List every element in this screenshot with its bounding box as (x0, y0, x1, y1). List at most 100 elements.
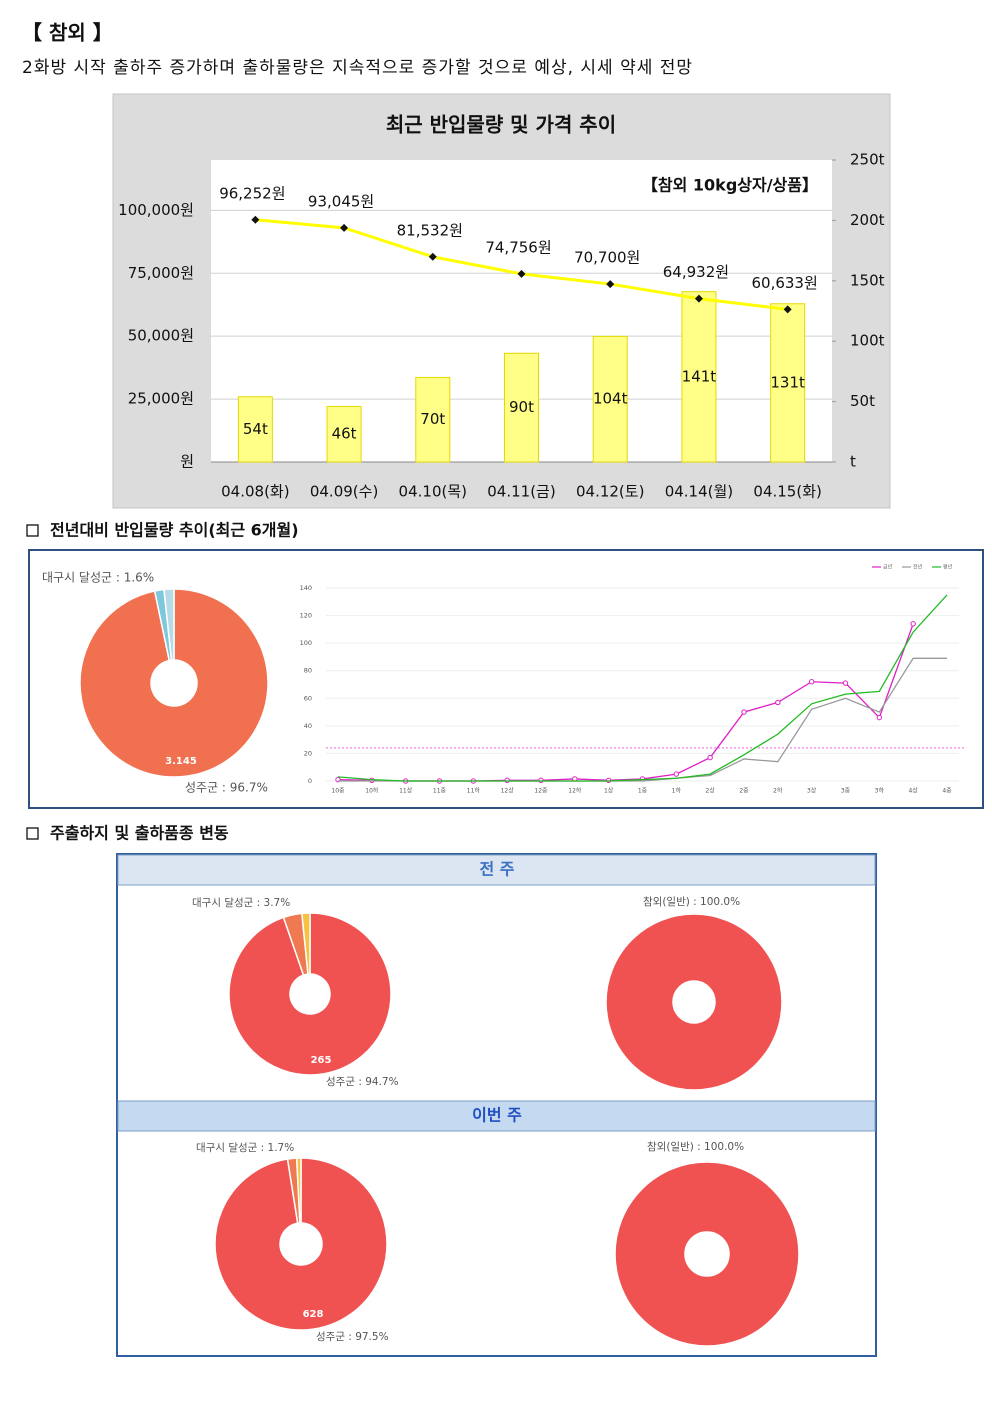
marker (694, 294, 703, 303)
marker (340, 223, 349, 232)
x-tick-label: 10중 (331, 788, 345, 795)
y-tick-label: 원 (180, 453, 194, 471)
marker (775, 699, 781, 706)
data-label: 70t (420, 410, 445, 428)
pie-slice (214, 1157, 388, 1331)
pie-slice (163, 588, 175, 661)
data-label: 81,532원 (397, 221, 463, 239)
pie-slice (614, 1161, 800, 1347)
bar (504, 352, 539, 463)
page-title: 【 참외 】 (22, 21, 113, 45)
marker (428, 252, 437, 261)
summary: 2화방 시작 출하주 증가하며 출하물량은 지속적으로 증가할 것으로 예상, … (22, 58, 693, 78)
slice-label: 대구시 달성군 : 1.6% (42, 571, 154, 585)
x-tick-label: 12하 (568, 787, 582, 795)
legend-label: 전년 (913, 564, 923, 571)
y-tick-label: 40 (304, 722, 312, 730)
data-label: 46t (332, 425, 357, 443)
x-tick-label: 10하 (365, 787, 379, 795)
marker (783, 305, 792, 314)
panel-title: 이번 주 (472, 1106, 522, 1125)
marker (842, 680, 849, 686)
y-tick-label: 60 (304, 694, 312, 702)
annotation: 3.145 (165, 756, 197, 767)
pie-slice (301, 912, 311, 975)
x-tick-label: 11상 (399, 787, 413, 795)
x-tick-label: 04.12(토) (576, 483, 644, 501)
x-tick-label: 2하 (773, 787, 783, 795)
marker (504, 777, 510, 784)
y2-tick-label: 150t (850, 271, 885, 289)
pie-slice (295, 1157, 302, 1224)
x-tick-label: 2상 (705, 787, 715, 795)
slice-label: 대구시 달성군 : 1.7% (196, 1142, 294, 1154)
data-label: 70,700원 (574, 249, 640, 267)
pie-slice (79, 588, 269, 778)
y2-tick-label: t (850, 453, 856, 471)
annotation: 265 (311, 1055, 332, 1066)
bar (681, 291, 717, 463)
x-tick-label: 1중 (638, 788, 648, 795)
bar (415, 376, 451, 463)
y-tick-label: 100,000원 (118, 201, 194, 219)
x-tick-label: 04.11(금) (487, 483, 555, 501)
x-tick-label: 04.09(수) (310, 483, 378, 501)
slice-label: 성주군 : 96.7% (185, 781, 268, 795)
x-tick-label: 3하 (875, 787, 885, 795)
y-tick-label: 20 (304, 749, 312, 757)
bullet (26, 524, 39, 537)
y2-tick-label: 100t (850, 332, 885, 350)
pie-slice (228, 912, 392, 1076)
panel-header (117, 1100, 876, 1132)
bar (592, 335, 628, 463)
data-label: 74,756원 (485, 238, 551, 256)
legend-label: 금년 (883, 564, 893, 571)
bar (326, 405, 362, 463)
annotation: 【참외 10kg상자/상품】 (642, 176, 818, 195)
legend-label: 평년 (943, 564, 953, 571)
marker (707, 754, 713, 761)
x-tick-label: 1상 (604, 787, 614, 795)
x-tick-label: 04.10(목) (399, 483, 467, 501)
y-tick-label: 75,000원 (128, 264, 194, 282)
data-label: 104t (593, 390, 628, 408)
chart-title: 최근 반입물량 및 가격 추이 (386, 113, 616, 137)
marker (876, 714, 883, 721)
x-tick-label: 4상 (908, 787, 918, 795)
y-tick-label: 120 (300, 612, 312, 620)
marker (741, 709, 747, 715)
bullet (26, 827, 39, 840)
x-tick-label: 1하 (672, 787, 682, 795)
data-label: 60,633원 (751, 274, 817, 292)
slice-label: 성주군 : 97.5% (316, 1331, 389, 1343)
marker (910, 621, 916, 627)
x-tick-label: 2중 (739, 788, 749, 795)
data-label: 141t (682, 367, 717, 385)
x-tick-label: 12상 (501, 787, 515, 795)
slice-label: 참외(일반) : 100.0% (647, 1140, 744, 1153)
x-tick-label: 11하 (467, 787, 481, 795)
marker (606, 280, 615, 289)
pie-slice (605, 913, 783, 1091)
x-tick-label: 12중 (534, 788, 548, 795)
data-label: 54t (243, 420, 268, 438)
y-tick-label: 140 (300, 584, 312, 592)
marker (251, 215, 260, 224)
slice-label: 대구시 달성군 : 3.7% (192, 897, 290, 909)
x-tick-label: 11중 (433, 788, 447, 795)
y2-tick-label: 250t (850, 151, 885, 169)
y2-tick-label: 200t (850, 211, 885, 229)
y-tick-label: 100 (300, 639, 312, 647)
x-tick-label: 3중 (841, 788, 851, 795)
line (337, 594, 948, 782)
section-title: 전년대비 반입물량 추이(최근 6개월) (50, 521, 299, 540)
data-label: 93,045원 (308, 192, 374, 210)
marker (517, 269, 526, 278)
data-label: 64,932원 (663, 263, 729, 281)
slice-label: 성주군 : 94.7% (326, 1076, 399, 1088)
y-tick-label: 50,000원 (128, 327, 194, 345)
y-tick-label: 80 (304, 667, 312, 675)
y-tick-label: 25,000원 (128, 390, 194, 408)
x-tick-label: 4중 (942, 788, 952, 795)
data-label: 131t (770, 373, 805, 391)
